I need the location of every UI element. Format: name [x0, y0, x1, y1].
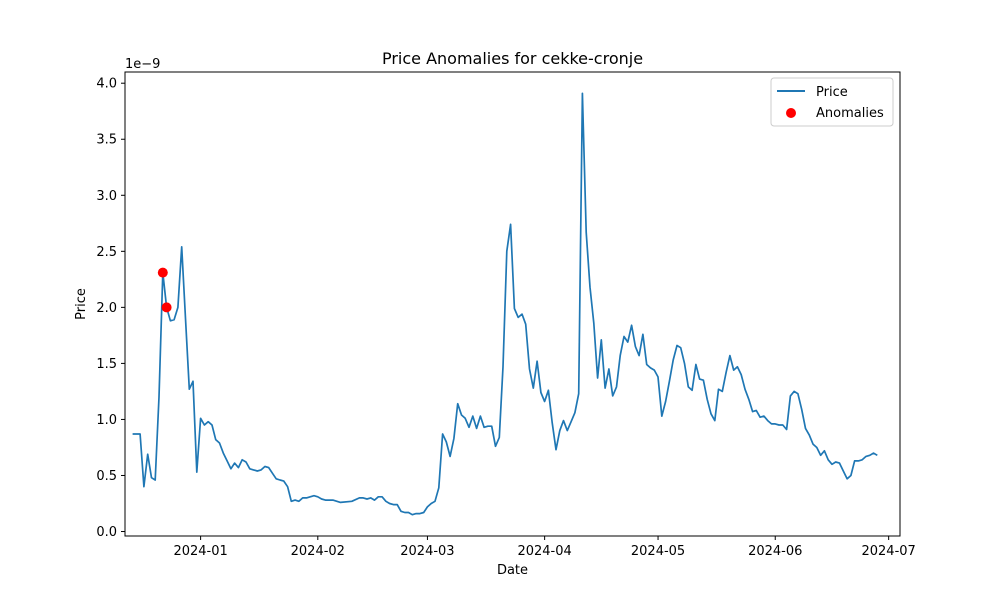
x-tick-label: 2024-01 [173, 544, 227, 559]
x-tick-label: 2024-05 [631, 544, 685, 559]
legend-anomalies-swatch [786, 108, 796, 118]
x-tick-label: 2024-02 [291, 544, 345, 559]
anomaly-point [161, 302, 172, 313]
y-tick-label: 0.5 [96, 469, 117, 484]
y-axis-label: Price [74, 288, 89, 320]
y-tick-label: 3.5 [96, 133, 117, 148]
legend: Price Anomalies [770, 77, 894, 127]
x-tick-label: 2024-06 [748, 544, 802, 559]
plot-area [132, 92, 878, 516]
y-tick-label: 2.0 [96, 301, 117, 316]
x-axis-ticks: 2024-01 2024-02 2024-03 2024-04 2024-05 2024-… [173, 536, 916, 559]
y-tick-label: 3.0 [96, 189, 117, 204]
y-axis-offset-label: 1e−9 [125, 57, 160, 72]
y-tick-label: 1.5 [96, 357, 117, 372]
x-tick-label: 2024-04 [517, 544, 571, 559]
anomaly-point [157, 267, 168, 278]
y-axis-ticks: 0.0 0.5 1.0 1.5 2.0 2.5 3.0 3.5 4.0 [96, 77, 125, 540]
price-line [132, 92, 878, 516]
y-tick-label: 2.5 [96, 245, 117, 260]
x-tick-label: 2024-07 [861, 544, 915, 559]
chart-title: Price Anomalies for cekke-cronje [382, 49, 643, 68]
x-axis-label: Date [497, 563, 528, 578]
y-tick-label: 0.0 [96, 525, 117, 540]
x-tick-label: 2024-03 [400, 544, 454, 559]
axes-frame [124, 71, 901, 537]
y-tick-label: 1.0 [96, 413, 117, 428]
legend-anomalies-label: Anomalies [816, 106, 884, 121]
legend-price-label: Price [816, 85, 848, 100]
y-tick-label: 4.0 [96, 77, 117, 92]
